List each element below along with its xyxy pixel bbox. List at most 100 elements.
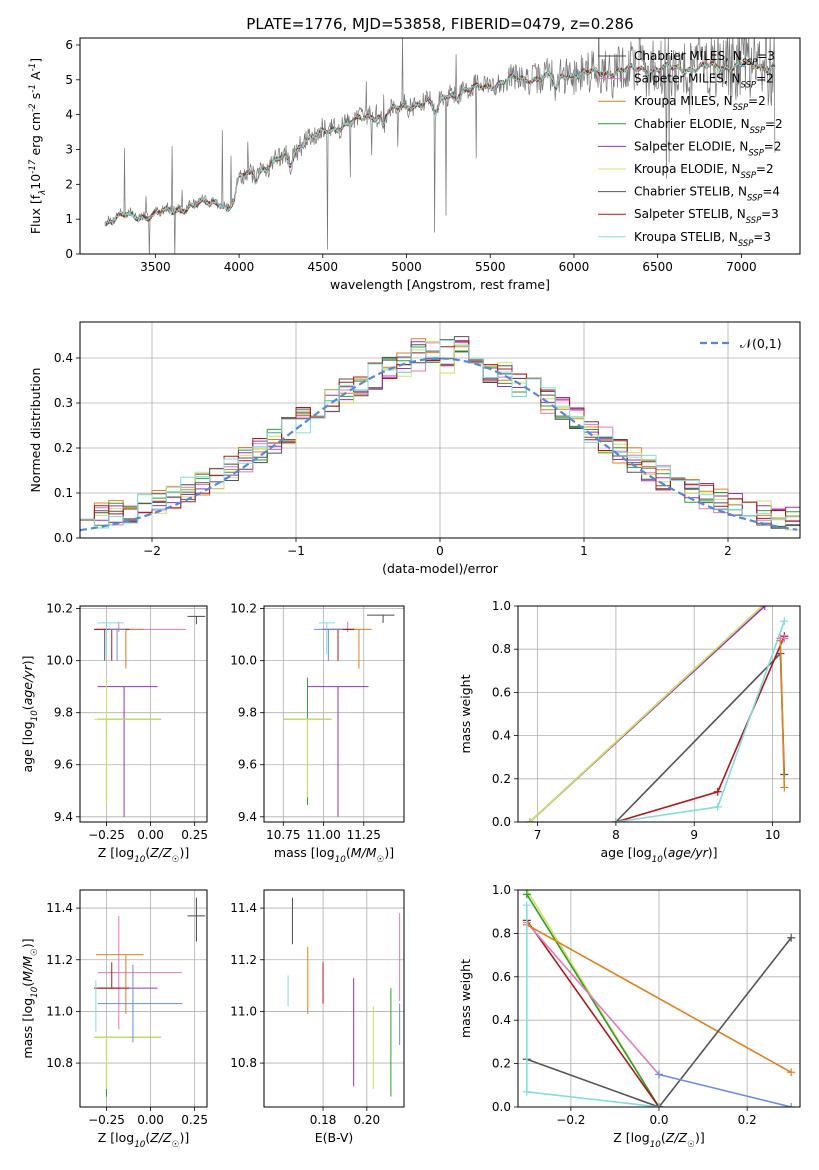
plot-area (287, 897, 401, 1097)
weight-series-line (526, 937, 792, 1107)
x-tick-label: −0.25 (88, 1113, 125, 1127)
x-axis-label: E(B-V) (315, 1130, 354, 1145)
axes-frame (79, 321, 801, 539)
x-tick-label: 5000 (391, 260, 422, 274)
x-tick-label: 0.18 (310, 1113, 337, 1127)
y-tick-label: 0.0 (492, 1100, 511, 1114)
y-tick-label: 0.6 (492, 685, 511, 699)
weight-point-marker (760, 606, 769, 610)
y-axis-label: mass weight (458, 674, 473, 753)
y-tick-label: 0.4 (54, 351, 73, 365)
weight-point-marker (522, 1087, 531, 1096)
y-tick-label: 2 (65, 177, 73, 191)
x-axis-label: Z [log10(Z/Z☉)] (98, 845, 189, 865)
x-tick-label: 6000 (559, 260, 590, 274)
weight-series-line (526, 893, 660, 1107)
y-tick-label: 9.6 (238, 758, 257, 772)
x-tick-label: 11.00 (306, 828, 340, 842)
axes-frame (79, 37, 801, 255)
figure-title: PLATE=1776, MJD=53858, FIBERID=0479, z=0… (246, 15, 633, 33)
y-axis-label: Normed distribution (28, 368, 43, 493)
weight-point-marker (713, 802, 722, 811)
plot-area (104, 38, 776, 254)
axes-frame (517, 889, 801, 1108)
plot-area (80, 336, 800, 532)
y-tick-label: 11.0 (46, 1004, 73, 1018)
y-tick-label: 10.2 (46, 602, 73, 616)
normal-curve (80, 357, 798, 532)
weight-point-marker (780, 634, 789, 643)
legend-entry: Salpeter ELODIE, NSSP=2 (634, 139, 782, 157)
y-tick-label: 0.8 (492, 642, 511, 656)
x-tick-label: −2 (143, 544, 161, 558)
weight-vs-metallicity-panel: −0.2 0.0 0.2 0.0 0.2 0.4 0.6 0.8 1.0 Z [log10(Z/Z… (458, 883, 801, 1150)
y-tick-label: 10.2 (230, 602, 257, 616)
weight-series-line (529, 606, 764, 822)
weight-vs-age-panel: 7 8 9 10 0.0 0.2 0.4 0.6 0.8 1.0 age [log10(age/yr… (458, 599, 801, 865)
y-tick-label: 0.4 (492, 1013, 511, 1027)
weight-series-line (526, 919, 660, 1107)
weight-point-marker (525, 818, 534, 822)
y-axis-label: mass weight (458, 959, 473, 1038)
y-tick-label: 3 (65, 142, 73, 156)
axes-frame (79, 889, 208, 1108)
y-tick-label: 10.0 (46, 654, 73, 668)
y-tick-label: 6 (65, 38, 73, 52)
x-tick-label: −0.25 (88, 828, 125, 842)
model-spectrum-line (104, 59, 776, 226)
legend-entry: Kroupa STELIB, NSSP=3 (634, 230, 771, 248)
axes-frame (517, 605, 801, 823)
spectrum-panel: 3500 4000 4500 5000 5500 6000 6500 7000 0 1 2 3 4 5 6 w… (28, 37, 801, 292)
plot-area (522, 890, 796, 1107)
legend-entry: 𝒩(0,1) (740, 336, 782, 351)
y-tick-label: 0.0 (54, 531, 73, 545)
axes-frame (263, 889, 405, 1108)
y-tick-label: 10.8 (46, 1056, 73, 1070)
x-tick-label: −1 (287, 544, 305, 558)
weight-point-marker (522, 890, 531, 899)
x-tick-label: 6500 (642, 260, 673, 274)
x-tick-label: 3500 (140, 260, 171, 274)
x-tick-label: 0.00 (137, 828, 164, 842)
x-tick-label: 10.75 (266, 828, 300, 842)
y-tick-label: 0 (65, 247, 73, 261)
x-tick-label: 0.25 (181, 828, 208, 842)
weight-point-marker (780, 617, 789, 626)
y-axis-label: mass [log10(M/M☉)] (20, 938, 40, 1058)
x-tick-label: 7 (534, 828, 542, 842)
y-tick-label: 11.2 (230, 953, 257, 967)
y-tick-label: 0.8 (492, 926, 511, 940)
legend-entry: Chabrier MILES, NSSP=3 (634, 49, 775, 67)
weight-point-marker (787, 1068, 796, 1077)
y-tick-label: 10.0 (230, 654, 257, 668)
x-tick-label: −0.2 (556, 1113, 585, 1127)
legend-entry: Chabrier ELODIE, NSSP=2 (634, 117, 783, 135)
y-tick-label: 4 (65, 108, 73, 122)
x-tick-label: 0 (436, 544, 444, 558)
x-tick-label: 11.25 (347, 828, 381, 842)
y-tick-label: 9.6 (54, 758, 73, 772)
weight-point-marker (787, 1103, 796, 1107)
axes-frame (263, 605, 405, 823)
plot-area (94, 897, 206, 1097)
y-tick-label: 11.4 (46, 901, 73, 915)
weight-point-marker (780, 783, 789, 792)
x-tick-label: 1 (580, 544, 588, 558)
x-tick-label: 7000 (726, 260, 757, 274)
x-tick-label: 0.2 (738, 1113, 757, 1127)
y-tick-label: 9.4 (238, 810, 257, 824)
y-tick-label: 1.0 (492, 599, 511, 613)
x-tick-label: 4500 (308, 260, 339, 274)
y-tick-label: 0.2 (492, 772, 511, 786)
x-tick-label: 8 (612, 828, 620, 842)
weight-series-line (526, 921, 660, 1076)
x-axis-label: age [log10(age/yr)] (600, 845, 717, 865)
residual-histogram-step (80, 339, 800, 529)
y-axis-label: Flux [fλ10-17 erg cm-2 s-1 A-1] (28, 58, 48, 234)
x-axis-label: Z [log10(Z/Z☉)] (98, 1130, 189, 1150)
y-tick-label: 1 (65, 212, 73, 226)
y-tick-label: 0.2 (54, 441, 73, 455)
x-axis-label: Z [log10(Z/Z☉)] (613, 1130, 704, 1150)
y-tick-label: 9.8 (238, 706, 257, 720)
legend-entry: Kroupa ELODIE, NSSP=2 (634, 162, 774, 180)
